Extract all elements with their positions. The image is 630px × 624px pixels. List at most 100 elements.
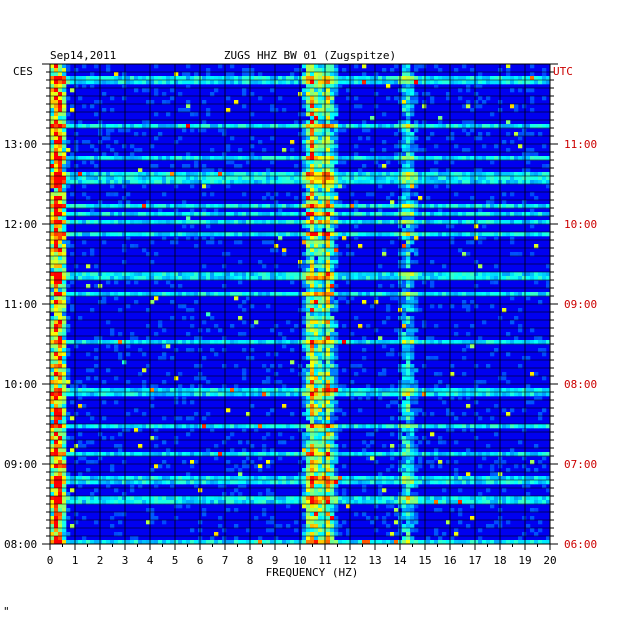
heatmap-cell: [406, 448, 411, 453]
heatmap-cell: [334, 376, 339, 381]
heatmap-cell: [326, 80, 331, 85]
heatmap-cell: [318, 436, 323, 441]
heatmap-cell: [170, 76, 175, 81]
heatmap-cell: [58, 404, 63, 409]
heatmap-cell: [450, 224, 455, 229]
heatmap-cell: [78, 392, 83, 397]
heatmap-cell: [454, 272, 459, 277]
heatmap-cell: [54, 80, 59, 85]
heatmap-cell: [50, 88, 55, 93]
heatmap-cell: [78, 272, 83, 277]
heatmap-cell: [414, 96, 419, 101]
heatmap-cell: [306, 436, 311, 441]
heatmap-cell: [310, 232, 315, 237]
heatmap-cell: [318, 444, 323, 449]
heatmap-cell: [286, 392, 291, 397]
heatmap-cell: [318, 408, 323, 413]
heatmap-cell: [414, 476, 419, 481]
heatmap-cell: [402, 460, 407, 465]
heatmap-cell: [422, 232, 427, 237]
heatmap-cell: [142, 80, 147, 85]
heatmap-cell: [418, 148, 423, 153]
heatmap-cell: [302, 136, 307, 141]
heatmap-cell: [158, 480, 163, 485]
heatmap-cell: [302, 212, 307, 217]
heatmap-cell: [234, 388, 239, 393]
heatmap-cell: [326, 120, 331, 125]
heatmap-cell: [218, 388, 223, 393]
heatmap-cell: [238, 212, 243, 217]
heatmap-cell: [274, 324, 279, 329]
heatmap-cell: [122, 272, 127, 277]
heatmap-cell: [358, 340, 363, 345]
heatmap-cell: [394, 176, 399, 181]
heatmap-cell: [390, 424, 395, 429]
heatmap-cell: [402, 176, 407, 181]
heatmap-cell: [466, 124, 471, 129]
heatmap-cell: [78, 80, 83, 85]
heatmap-cell: [58, 368, 63, 373]
heatmap-cell: [66, 328, 71, 333]
heatmap-cell: [394, 76, 399, 81]
heatmap-cell: [246, 340, 251, 345]
heatmap-cell: [202, 76, 207, 81]
heatmap-cell: [302, 272, 307, 277]
heatmap-cell: [266, 476, 271, 481]
heatmap-cell: [518, 176, 523, 181]
heatmap-cell: [406, 120, 411, 125]
heatmap-cell: [442, 180, 447, 185]
heatmap-cell: [314, 436, 319, 441]
heatmap-cell: [190, 112, 195, 117]
heatmap-cell: [326, 152, 331, 157]
heatmap-cell: [386, 80, 391, 85]
heatmap-cell: [502, 392, 507, 397]
heatmap-cell: [362, 336, 367, 341]
heatmap-cell: [410, 328, 415, 333]
heatmap-cell: [414, 436, 419, 441]
heatmap-cell: [254, 320, 259, 325]
heatmap-cell: [322, 196, 327, 201]
heatmap-cell: [374, 452, 379, 457]
heatmap-cell: [486, 276, 491, 281]
heatmap-cell: [402, 244, 407, 249]
heatmap-cell: [262, 276, 267, 281]
heatmap-cell: [462, 156, 467, 161]
heatmap-cell: [230, 392, 235, 397]
heatmap-cell: [314, 416, 319, 421]
heatmap-cell: [302, 164, 307, 169]
heatmap-cell: [282, 124, 287, 129]
heatmap-cell: [410, 472, 415, 477]
heatmap-cell: [270, 392, 275, 397]
heatmap-cell: [330, 380, 335, 385]
heatmap-cell: [542, 464, 547, 469]
heatmap-cell: [202, 184, 207, 189]
heatmap-cell: [282, 404, 287, 409]
heatmap-cell: [414, 124, 419, 129]
heatmap-cell: [430, 132, 435, 137]
heatmap-cell: [114, 124, 119, 129]
heatmap-cell: [74, 80, 79, 85]
heatmap-cell: [214, 272, 219, 277]
heatmap-cell: [314, 160, 319, 165]
heatmap-cell: [66, 424, 71, 429]
heatmap-cell: [206, 204, 211, 209]
heatmap-cell: [290, 436, 295, 441]
heatmap-cell: [310, 116, 315, 121]
heatmap-cell: [410, 352, 415, 357]
heatmap-cell: [206, 68, 211, 73]
heatmap-cell: [66, 96, 71, 101]
heatmap-cell: [58, 244, 63, 249]
heatmap-cell: [242, 172, 247, 177]
heatmap-cell: [330, 392, 335, 397]
heatmap-cell: [202, 236, 207, 241]
heatmap-cell: [114, 80, 119, 85]
heatmap-cell: [318, 304, 323, 309]
heatmap-cell: [306, 264, 311, 269]
heatmap-cell: [418, 272, 423, 277]
heatmap-cell: [450, 240, 455, 245]
heatmap-cell: [402, 260, 407, 265]
heatmap-cell: [306, 208, 311, 213]
heatmap-cell: [62, 152, 67, 157]
heatmap-cell: [182, 164, 187, 169]
heatmap-cell: [50, 76, 55, 81]
